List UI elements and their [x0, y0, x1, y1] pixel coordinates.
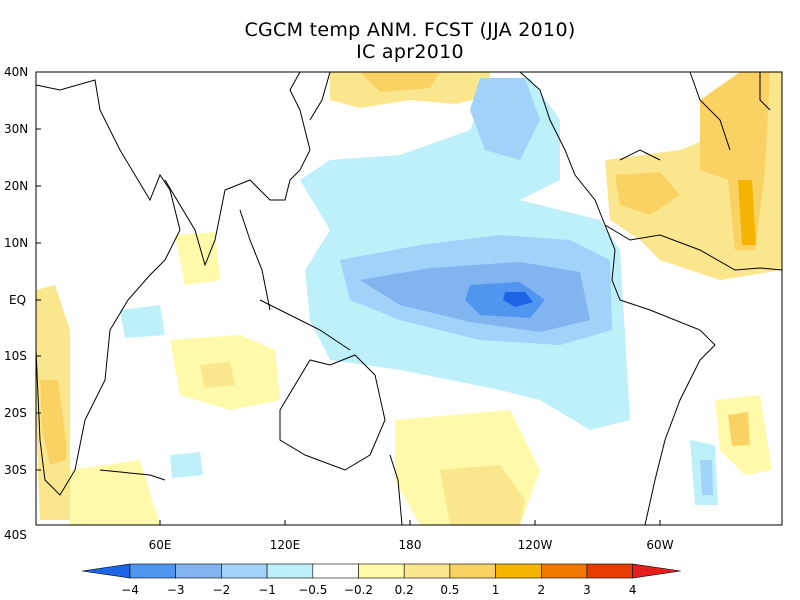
colorbar-level-label: −1 [258, 583, 276, 597]
lon-label: 180 [399, 538, 422, 552]
lat-label: 30N [4, 122, 28, 136]
colorbar-swatch [312, 563, 359, 579]
coastlines [35, 71, 783, 526]
anomaly-field [36, 72, 782, 525]
colorbar-level-label: −2 [213, 583, 231, 597]
lat-label: 20N [4, 179, 28, 193]
colorbar-swatch [175, 563, 222, 579]
colorbar: −4 −3 −2 −1 −0.5 −0.2 0.2 0.5 1 2 3 4 [81, 563, 681, 597]
colorbar-swatch [540, 563, 588, 579]
lat-label: 20S [4, 406, 27, 420]
colorbar-level-label: 4 [629, 583, 637, 597]
colorbar-swatch [266, 563, 314, 579]
colorbar-swatch [449, 563, 496, 579]
colorbar-level-label: −0.2 [344, 583, 373, 597]
lat-labels: 40N 30N 20N 10N EQ 10S 20S 30S 40S [4, 65, 28, 542]
lat-label: EQ [9, 293, 26, 307]
lat-label: 40N [4, 65, 28, 79]
colorbar-level-label: 3 [583, 583, 591, 597]
map-subtitle: IC apr2010 [356, 41, 464, 63]
lon-label: 120W [518, 538, 553, 552]
lat-label: 40S [4, 528, 27, 542]
lat-ticks [36, 71, 41, 526]
lat-label: 10S [4, 349, 27, 363]
colorbar-swatch [495, 563, 542, 579]
colorbar-swatch [586, 563, 634, 579]
colorbar-level-label: 2 [537, 583, 545, 597]
colorbar-level-label: −4 [121, 583, 139, 597]
map-title: CGCM temp ANM. FCST (JJA 2010) [244, 19, 576, 41]
lon-label: 120E [270, 538, 301, 552]
plot-frame [35, 71, 783, 526]
lon-label: 60W [646, 538, 673, 552]
colorbar-arrow-right [632, 563, 681, 579]
colorbar-level-label: −0.5 [298, 583, 327, 597]
lat-label: 30S [4, 463, 27, 477]
lon-labels: 60E 120E 180 120W 60W [149, 538, 674, 552]
colorbar-swatch [221, 563, 268, 579]
colorbar-arrow-left [81, 563, 131, 579]
colorbar-swatch [358, 563, 405, 579]
colorbar-level-label: −3 [167, 583, 185, 597]
colorbar-level-label: 1 [492, 583, 500, 597]
lat-label: 10N [4, 236, 28, 250]
lon-label: 60E [149, 538, 172, 552]
lon-ticks [159, 520, 661, 525]
colorbar-swatch [129, 563, 177, 579]
colorbar-level-label: 0.2 [395, 583, 414, 597]
colorbar-level-label: 0.5 [440, 583, 459, 597]
colorbar-swatch [403, 563, 451, 579]
